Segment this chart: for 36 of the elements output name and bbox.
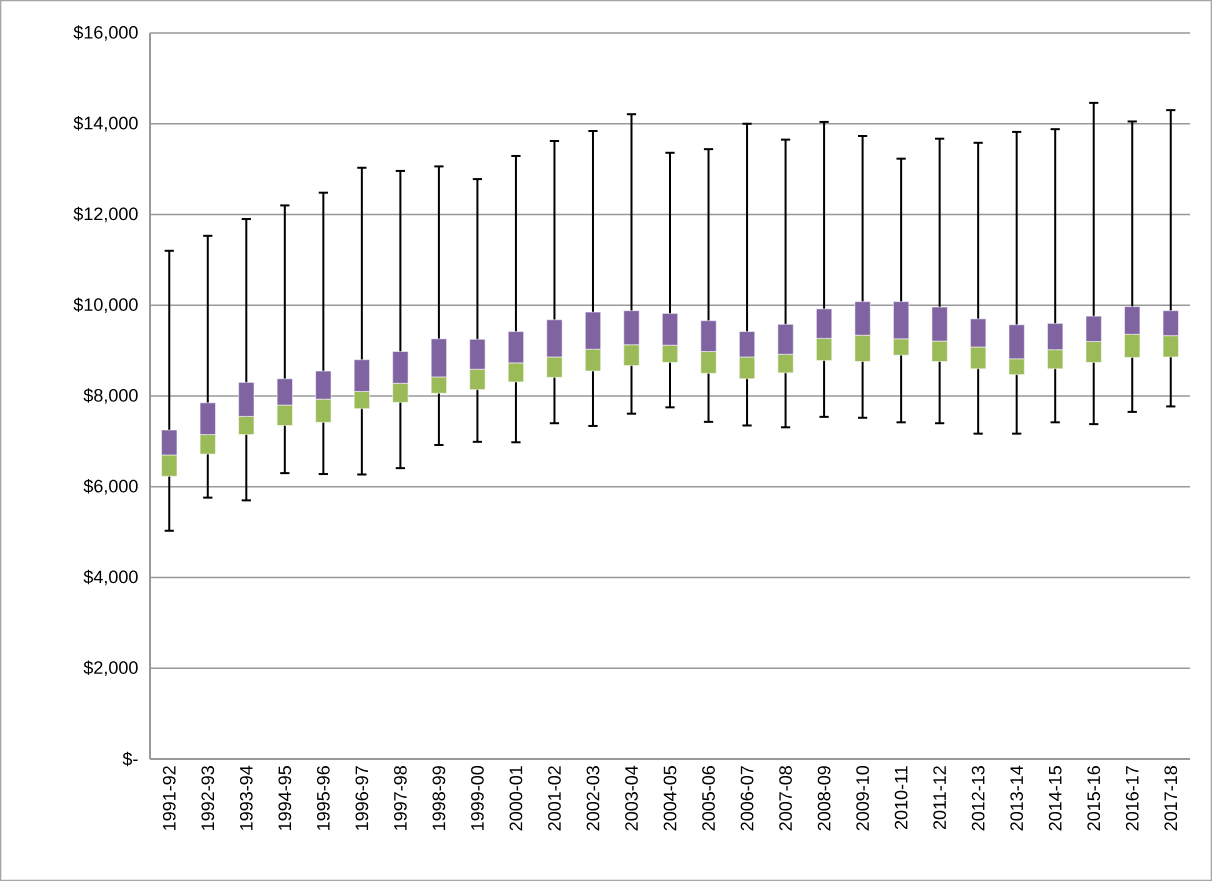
x-tick-label: 2003-04 bbox=[625, 765, 638, 831]
x-tick-label: 1999-00 bbox=[471, 765, 484, 830]
x-tick-label: 1994-95 bbox=[278, 766, 292, 830]
x-tick-label: 1998-99 bbox=[432, 766, 446, 830]
x-tick-label: 2000-01 bbox=[509, 766, 523, 831]
x-tick-label: 1996-97 bbox=[355, 766, 369, 830]
x-tick-label: 1991-92 bbox=[162, 766, 176, 830]
x-tick-label: 2011-12 bbox=[933, 766, 947, 830]
x-tick-label: 2012-13 bbox=[971, 766, 985, 831]
y-tick-label: $8,000 bbox=[83, 388, 138, 404]
x-tick-label: 2005-06 bbox=[702, 766, 715, 831]
x-tick-label: 1993-94 bbox=[239, 765, 253, 830]
x-tick-label: 2013-14 bbox=[1010, 765, 1024, 831]
y-tick-label: $4,000 bbox=[83, 569, 138, 586]
x-tick-label: 2016-17 bbox=[1125, 766, 1139, 831]
x-tick-label: 1995-96 bbox=[316, 766, 330, 830]
y-tick-label: $12,000 bbox=[73, 206, 138, 223]
y-tick-label: $10,000 bbox=[73, 297, 138, 314]
x-tick-label: 2009-10 bbox=[856, 765, 869, 831]
x-tick-label: 2004-05 bbox=[663, 766, 677, 831]
x-tick-label: 2015-16 bbox=[1087, 766, 1101, 831]
y-tick-label: $14,000 bbox=[73, 115, 138, 132]
x-tick-label: 1992-93 bbox=[201, 766, 215, 830]
x-tick-label: 2006-07 bbox=[740, 766, 754, 831]
x-tick-label: 2014-15 bbox=[1048, 766, 1062, 831]
x-tick-label: 2008-09 bbox=[817, 766, 831, 831]
y-tick-label: $2,000 bbox=[83, 660, 138, 677]
x-tick-label: 1997-98 bbox=[394, 766, 407, 830]
y-tick-label: $16,000 bbox=[73, 25, 138, 41]
x-tick-label: 2017-18 bbox=[1164, 766, 1178, 831]
x-tick-label: 2001-02 bbox=[548, 766, 561, 831]
y-tick-label: $6,000 bbox=[83, 478, 138, 495]
x-tick-label: 2002-03 bbox=[586, 766, 600, 831]
y-tick-label: $- bbox=[122, 751, 138, 767]
x-tick-label: 2010-11 bbox=[894, 766, 908, 830]
x-tick-label: 2007-08 bbox=[779, 766, 792, 831]
